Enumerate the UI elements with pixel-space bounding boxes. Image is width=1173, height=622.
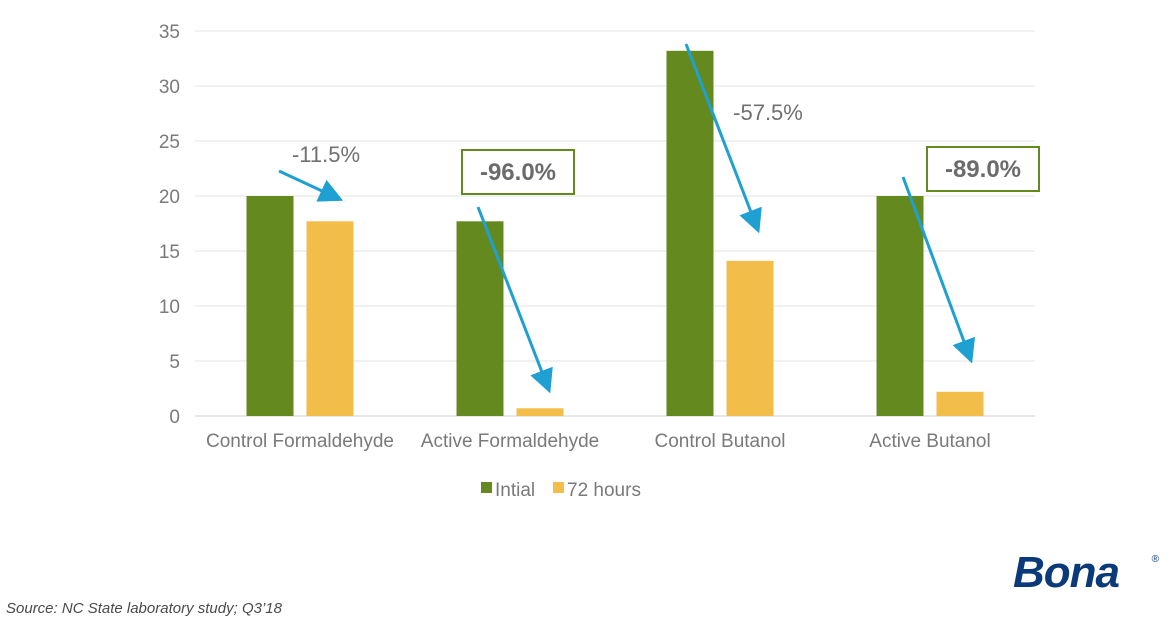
annotation-arrow [476, 206, 553, 394]
percent-change-label: -11.5% [292, 142, 360, 167]
y-tick-label: 0 [169, 407, 180, 428]
percent-change-label: -57.5% [733, 100, 803, 125]
bar-chart: 0 5 10 15 20 25 30 35 Control Formaldehyde Activ… [159, 22, 1040, 501]
x-category-label: Active Formaldehyde [421, 431, 599, 452]
annotation-box [926, 146, 1040, 192]
legend-swatch [553, 482, 564, 493]
y-tick-label: 10 [159, 297, 180, 318]
x-category-label: Control Butanol [655, 431, 786, 452]
bar-initial [666, 50, 714, 417]
bar-72-hours [306, 221, 354, 416]
x-category-label: Control Formaldehyde [206, 431, 394, 452]
bona-logo: Bona ® [1013, 550, 1163, 595]
bar-72-hours [936, 391, 984, 416]
bar-72-hours [726, 260, 774, 416]
legend-label: Intial [495, 480, 535, 501]
annotation-arrows [278, 43, 976, 394]
bar-72-hours [516, 408, 564, 416]
bars [246, 50, 984, 417]
y-tick-label: 5 [169, 352, 180, 373]
legend-swatch [481, 482, 492, 493]
logo-wordmark: Bona [1013, 548, 1120, 597]
bar-initial [246, 196, 294, 416]
x-axis-category-labels: Control Formaldehyde Active Formaldehyde C… [206, 431, 991, 452]
annotation-arrow [901, 176, 976, 364]
source-note: Source: NC State laboratory study; Q3’18 [6, 600, 282, 617]
legend: Intial 72 hours [481, 480, 641, 501]
percent-change-label: -96.0% [480, 159, 556, 186]
logo-registered-mark: ® [1151, 554, 1159, 565]
bar-initial [876, 196, 924, 416]
y-tick-label: 25 [159, 132, 180, 153]
annotation-arrow [278, 169, 344, 202]
annotations: -11.5% -96.0% -57.5% -89.0% [292, 100, 1040, 195]
legend-label: 72 hours [567, 480, 641, 501]
percent-change-label: -89.0% [945, 156, 1021, 183]
y-tick-label: 15 [159, 242, 180, 263]
annotation-box [461, 149, 575, 195]
y-tick-label: 20 [159, 187, 180, 208]
y-tick-label: 30 [159, 77, 180, 98]
y-axis-tick-labels: 0 5 10 15 20 25 30 35 [159, 22, 180, 428]
annotation-arrow [684, 43, 762, 234]
y-tick-label: 35 [159, 22, 180, 43]
x-category-label: Active Butanol [869, 431, 990, 452]
